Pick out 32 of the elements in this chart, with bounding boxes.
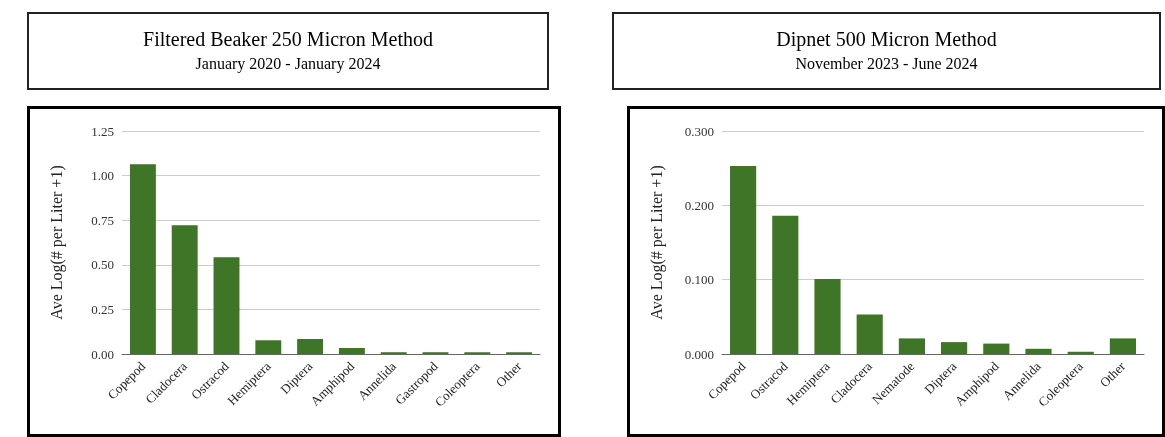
bar — [1025, 348, 1052, 354]
y-tick-label: 0.100 — [684, 272, 714, 288]
y-tick-label: 0.00 — [91, 346, 114, 362]
y-tick-label: 0.300 — [684, 123, 714, 139]
chart-title: Dipnet 500 Micron Method — [775, 28, 998, 51]
bar — [983, 343, 1010, 354]
y-tick-label: 0.50 — [91, 257, 114, 273]
y-tick-label: 1.25 — [91, 123, 114, 139]
bar — [297, 339, 324, 354]
bar — [1109, 338, 1136, 354]
bar — [129, 164, 156, 354]
bar — [814, 278, 841, 354]
chart-subtitle: January 2020 - January 2024 — [194, 55, 382, 73]
chart-subtitle: November 2023 - June 2024 — [794, 55, 979, 73]
y-tick-label: 0.75 — [91, 212, 114, 228]
bar — [898, 338, 925, 354]
bar — [171, 225, 198, 354]
y-tick-label: 0.25 — [91, 301, 114, 317]
bar — [772, 215, 799, 354]
bar — [730, 165, 757, 354]
bar — [255, 340, 282, 354]
y-tick-label: 1.00 — [91, 168, 114, 184]
bar — [1067, 351, 1094, 354]
y-axis-title: Ave Log(# per Liter +1) — [47, 165, 66, 320]
bar — [941, 342, 968, 354]
bar — [213, 257, 240, 354]
y-axis-title: Ave Log(# per Liter +1) — [647, 165, 666, 320]
y-tick-label: 0.000 — [684, 346, 714, 362]
chart-title: Filtered Beaker 250 Micron Method — [142, 28, 434, 51]
bar — [338, 348, 365, 354]
bar — [856, 314, 883, 354]
y-tick-label: 0.200 — [684, 197, 714, 213]
